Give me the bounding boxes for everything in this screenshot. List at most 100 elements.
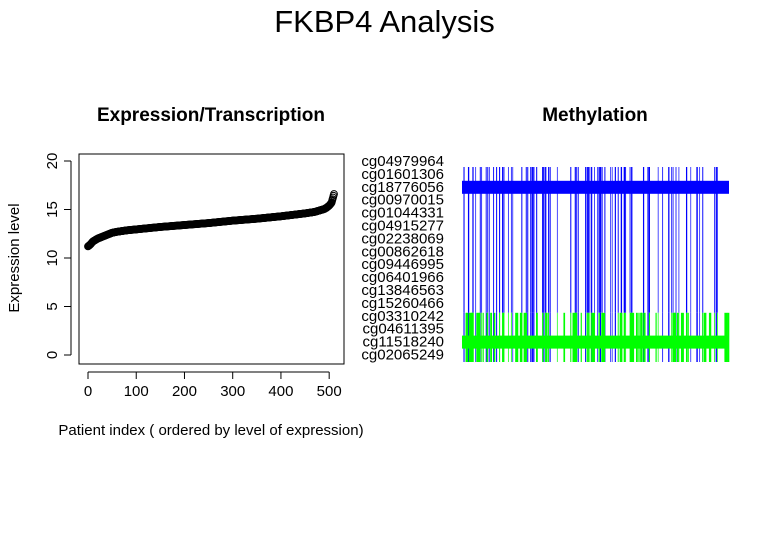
heatmap-cell bbox=[727, 312, 730, 362]
x-axis: 0 100 200 300 400 500 bbox=[84, 371, 342, 400]
y-axis-label: Expression level bbox=[6, 203, 23, 312]
heatmap-cell bbox=[703, 312, 707, 362]
probe-label: cg02065249 bbox=[361, 347, 444, 364]
y-tick-label: 10 bbox=[44, 250, 61, 267]
heatmap-cell bbox=[486, 312, 489, 362]
heatmap-cell bbox=[614, 167, 616, 313]
heatmap-cell bbox=[507, 167, 509, 313]
heatmap-cell bbox=[635, 312, 638, 362]
heatmap-cell bbox=[563, 312, 566, 362]
heatmap-cell bbox=[591, 312, 595, 362]
heatmap-cell bbox=[676, 312, 679, 362]
methylation-chart-title: Methylation bbox=[542, 105, 648, 126]
probe-labels: cg04979964cg01601306cg18776056cg00970015… bbox=[361, 153, 444, 364]
heatmap-cell bbox=[625, 167, 627, 313]
heatmap-cell bbox=[629, 167, 631, 313]
heatmap-cell bbox=[502, 167, 504, 313]
heatmap-band bbox=[462, 180, 729, 194]
heatmap-cell bbox=[715, 167, 717, 313]
probe-label: cg03310242 bbox=[361, 308, 444, 325]
heatmap-cell bbox=[465, 312, 467, 362]
heatmap-cell bbox=[596, 167, 598, 313]
heatmap-cell bbox=[678, 167, 680, 313]
heatmap-cell bbox=[638, 312, 640, 362]
methylation-panel: Methylation cg04979964cg01601306cg187760… bbox=[361, 105, 730, 364]
heatmap-cell bbox=[577, 167, 579, 313]
heatmap-cell bbox=[479, 167, 481, 313]
heatmap-cell bbox=[503, 167, 505, 313]
heatmap-cell bbox=[572, 312, 577, 362]
heatmap-cell bbox=[601, 167, 603, 313]
heatmap-cell bbox=[657, 167, 659, 313]
heatmap-cell bbox=[493, 312, 496, 362]
x-tick-label: 400 bbox=[268, 383, 293, 400]
heatmap-cell bbox=[685, 167, 688, 313]
heatmap-cell bbox=[536, 312, 538, 362]
heatmap-cell bbox=[672, 312, 676, 362]
plot-frame bbox=[78, 153, 345, 365]
heatmap-cell bbox=[724, 312, 728, 362]
heatmap-cell bbox=[623, 167, 625, 313]
heatmap-cell bbox=[619, 312, 623, 362]
probe-label: cg04611395 bbox=[363, 321, 444, 338]
heatmap-cell bbox=[570, 167, 572, 313]
expression-panel: Expression/Transcription 0 5 10 15 20 0 100 20… bbox=[6, 105, 364, 439]
probe-label: cg01601306 bbox=[361, 166, 444, 183]
probe-label: cg06401966 bbox=[361, 269, 444, 286]
x-tick-label: 100 bbox=[124, 383, 149, 400]
y-tick-label: 0 bbox=[44, 351, 61, 359]
heatmap-cell bbox=[493, 167, 495, 313]
heatmap-cell bbox=[548, 167, 549, 313]
heatmap-cell bbox=[717, 167, 718, 313]
methylation-heatmap bbox=[462, 167, 730, 362]
probe-label: cg04979964 bbox=[361, 153, 444, 170]
heatmap-cell bbox=[530, 167, 532, 313]
heatmap-cell bbox=[545, 167, 547, 313]
page-title: FKBP4 Analysis bbox=[274, 4, 495, 39]
heatmap-cell bbox=[630, 312, 635, 362]
heatmap-cell bbox=[690, 167, 692, 313]
heatmap-cell bbox=[611, 167, 613, 313]
heatmap-cell bbox=[599, 167, 601, 313]
heatmap-cell bbox=[487, 167, 488, 313]
heatmap-cell bbox=[467, 167, 470, 313]
heatmap-cell bbox=[675, 167, 677, 313]
probe-label: cg00970015 bbox=[361, 192, 444, 209]
heatmap-cell bbox=[502, 312, 504, 362]
probe-label: cg01044331 bbox=[361, 205, 444, 222]
heatmap-cell bbox=[708, 312, 712, 362]
heatmap-cell bbox=[525, 167, 527, 313]
heatmap-cell bbox=[586, 167, 588, 313]
heatmap-cell bbox=[476, 312, 480, 362]
x-tick-label: 500 bbox=[317, 383, 342, 400]
heatmap-cell bbox=[620, 167, 623, 313]
heatmap-cell bbox=[702, 167, 704, 313]
heatmap-cell bbox=[549, 167, 551, 313]
heatmap-cell bbox=[510, 167, 512, 313]
heatmap-cell bbox=[519, 312, 523, 362]
heatmap-cell bbox=[527, 167, 529, 313]
x-tick-label: 300 bbox=[220, 383, 245, 400]
heatmap-cell bbox=[601, 312, 606, 362]
heatmap-cell bbox=[512, 167, 514, 313]
probe-label: cg02238069 bbox=[361, 230, 444, 247]
heatmap-cell bbox=[523, 312, 527, 362]
heatmap-cell bbox=[591, 167, 593, 313]
heatmap-band bbox=[462, 335, 729, 349]
x-tick-label: 200 bbox=[172, 383, 197, 400]
heatmap-cell bbox=[643, 312, 646, 362]
x-axis-label: Patient index ( ordered by level of expr… bbox=[58, 422, 363, 439]
y-tick-label: 5 bbox=[44, 302, 61, 310]
y-tick-label: 15 bbox=[44, 201, 61, 218]
heatmap-cell bbox=[468, 312, 473, 362]
probe-label: cg09446995 bbox=[361, 256, 444, 273]
heatmap-cell bbox=[478, 312, 481, 362]
heatmap-cell bbox=[515, 312, 519, 362]
heatmap-cell bbox=[542, 167, 544, 313]
heatmap-cell bbox=[556, 167, 558, 313]
heatmap-cell bbox=[545, 312, 548, 362]
heatmap-cell bbox=[671, 167, 672, 313]
probe-label: cg15260466 bbox=[361, 295, 444, 312]
probe-label: cg00862618 bbox=[361, 243, 444, 260]
